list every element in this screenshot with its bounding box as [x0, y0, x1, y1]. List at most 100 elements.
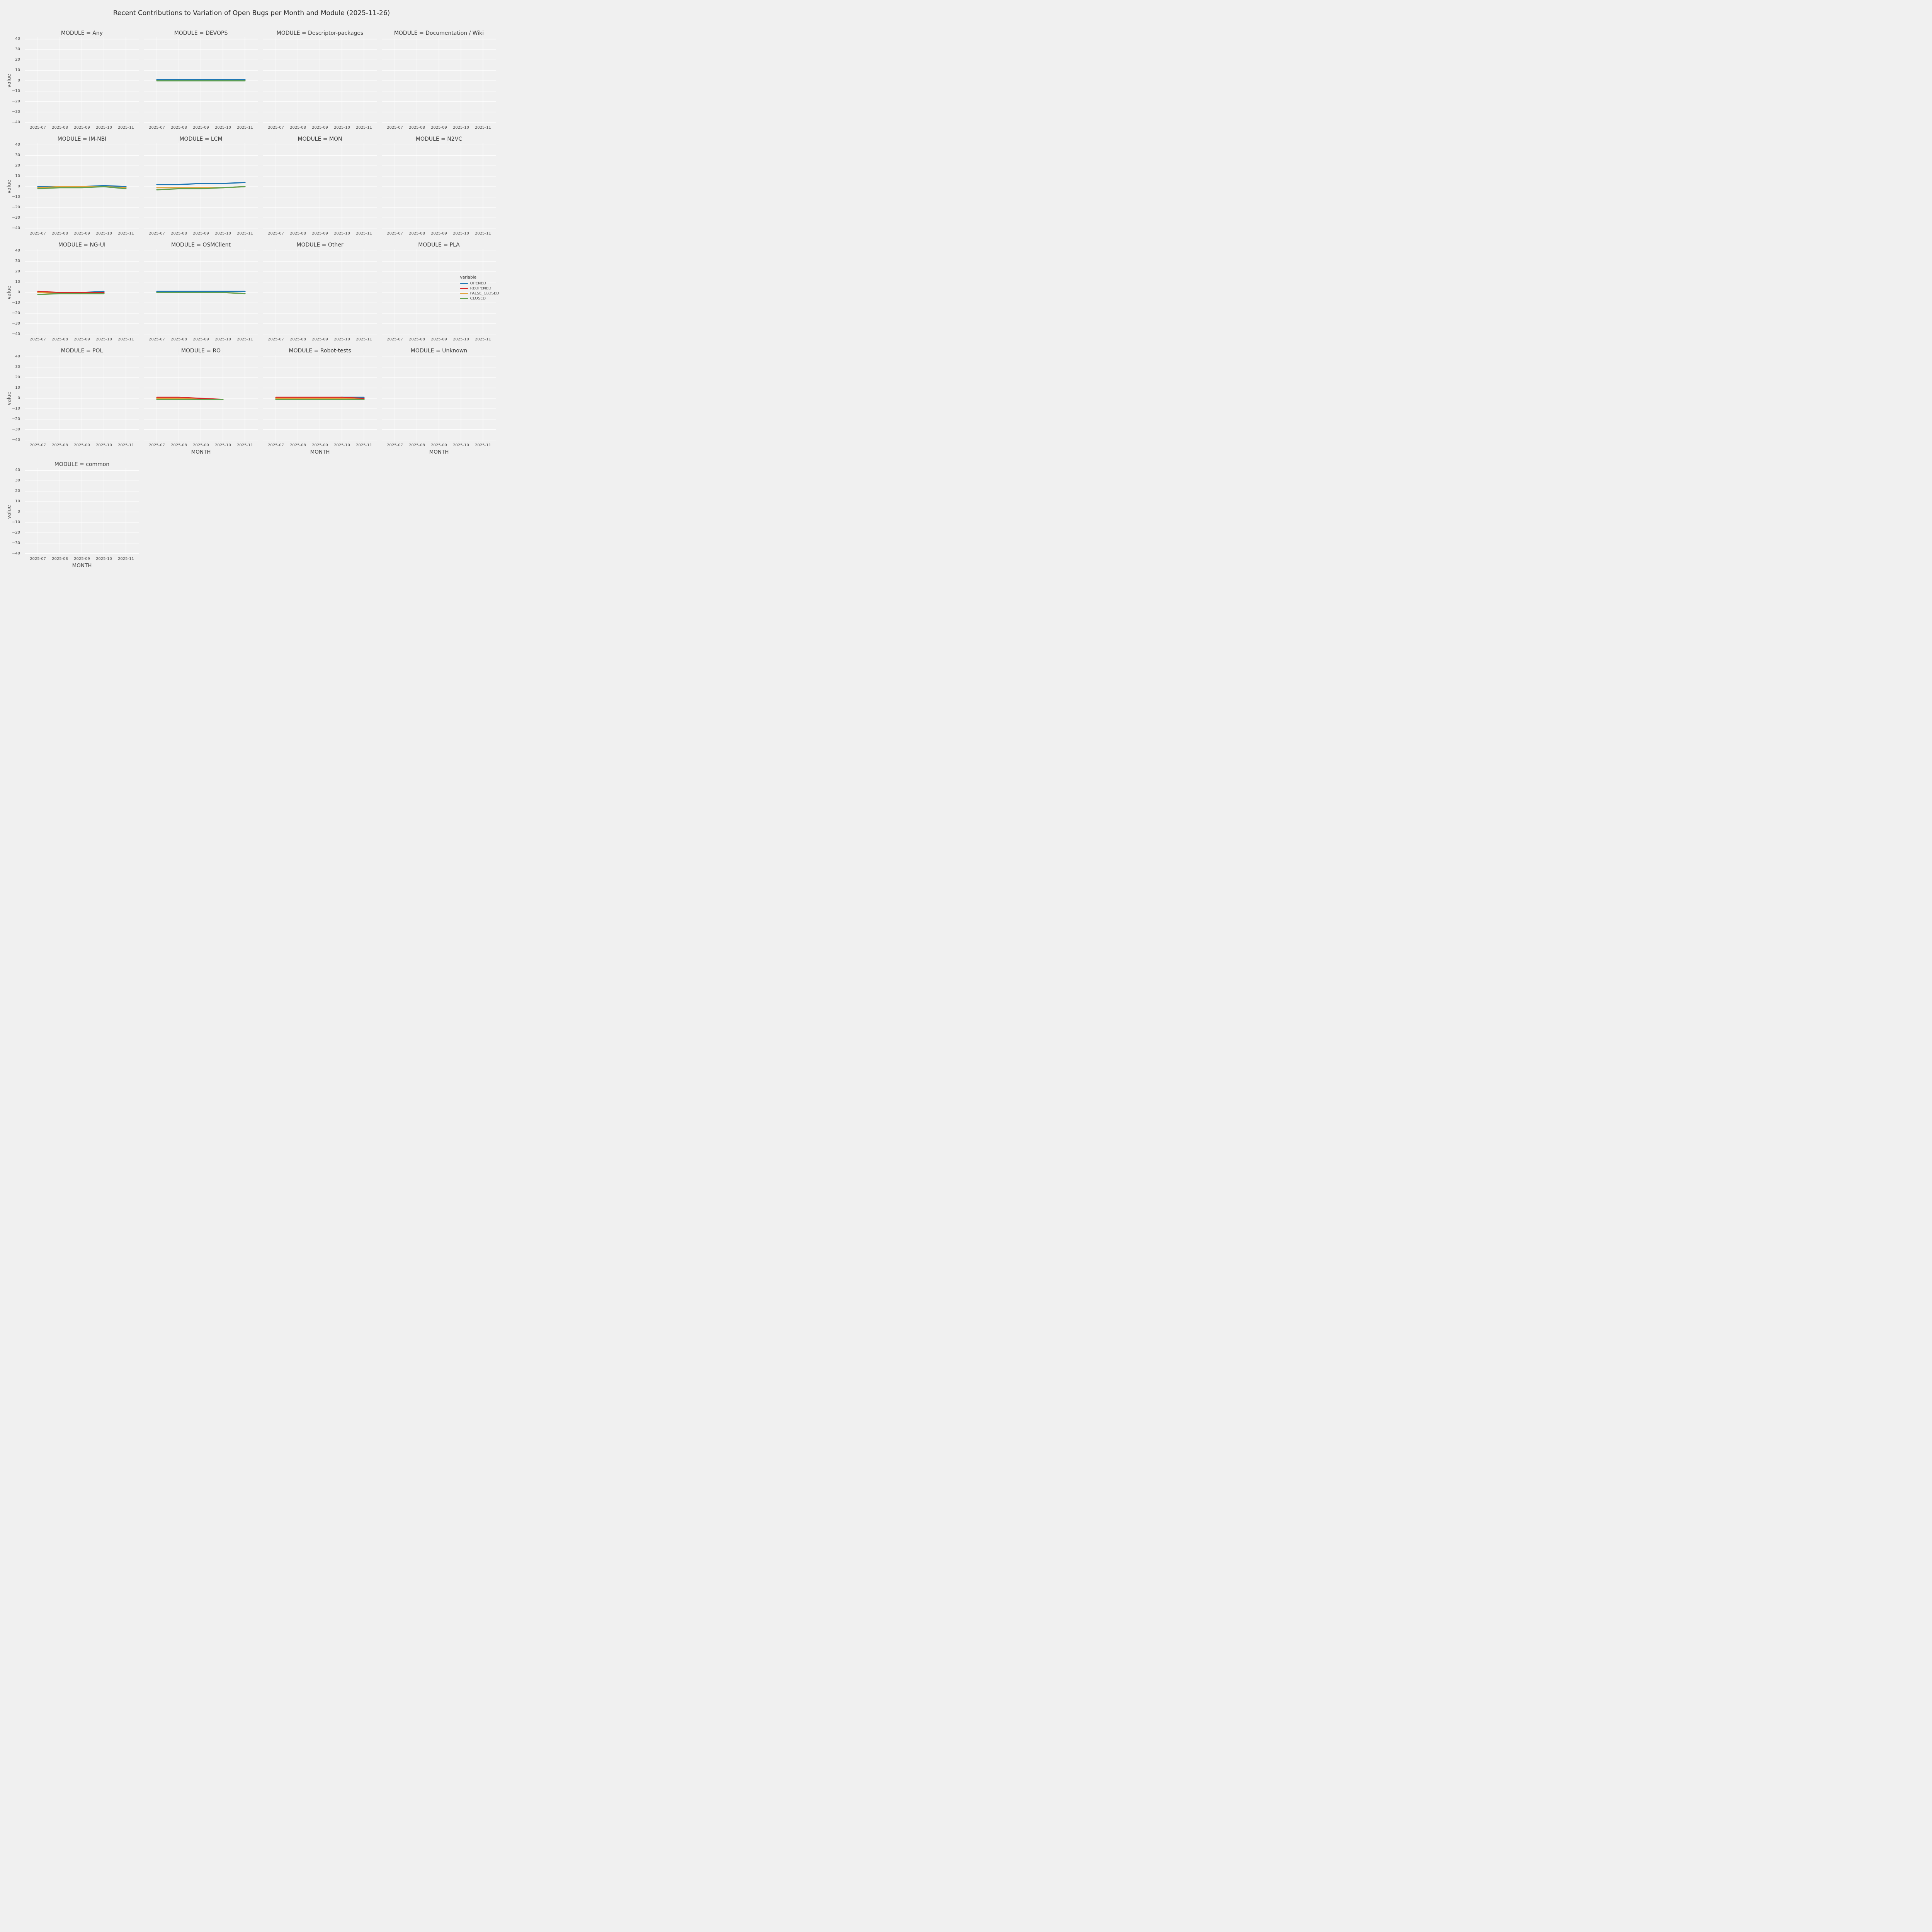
- legend-label: FALSE_CLOSED: [470, 291, 499, 296]
- y-tick: −10: [12, 300, 20, 305]
- x-tick: 2025-09: [74, 443, 90, 447]
- x-tick-labels: 2025-07 2025-08 2025-09 2025-10 2025-11: [382, 336, 496, 342]
- x-tick: 2025-08: [409, 337, 425, 342]
- x-tick: 2025-10: [215, 443, 231, 447]
- plot-area: value 40 30 20 10 0 −10 −20 −30 −40: [7, 37, 139, 124]
- x-tick: 2025-09: [312, 443, 328, 447]
- y-tick: −10: [12, 406, 20, 411]
- plot-canvas: [263, 37, 377, 124]
- x-tick: 2025-10: [96, 443, 112, 447]
- x-tick-labels: 2025-07 2025-08 2025-09 2025-10 2025-11: [382, 230, 496, 236]
- y-tick: −10: [12, 520, 20, 524]
- x-tick: 2025-09: [193, 337, 209, 342]
- legend-item-false-closed: FALSE_CLOSED: [460, 291, 499, 296]
- x-tick: 2025-08: [409, 231, 425, 236]
- x-tick-labels: 2025-07 2025-08 2025-09 2025-10 2025-11: [382, 442, 496, 448]
- facet-title: MODULE = Unknown: [410, 348, 468, 354]
- y-tick: −10: [12, 194, 20, 199]
- x-tick: 2025-10: [215, 231, 231, 236]
- x-tick-labels: 2025-07 2025-08 2025-09 2025-10 2025-11: [144, 124, 258, 131]
- plot-canvas: [144, 37, 258, 124]
- x-tick: 2025-11: [118, 557, 134, 561]
- x-tick: 2025-07: [30, 557, 46, 561]
- plot-area: value 40 30 20 10 0 −10 −20 −30 −40: [7, 248, 139, 336]
- y-tick: −20: [12, 99, 20, 104]
- facet-title: MODULE = Robot-tests: [289, 348, 351, 354]
- legend-label: OPENED: [470, 281, 486, 286]
- series-line-closed: [156, 292, 246, 294]
- facet-title: MODULE = Descriptor-packages: [276, 30, 364, 36]
- x-tick-labels: 2025-07 2025-08 2025-09 2025-10 2025-11: [25, 124, 139, 131]
- facet-title: MODULE = RO: [181, 348, 221, 354]
- plot-canvas: [263, 355, 377, 442]
- x-tick: 2025-11: [356, 126, 372, 130]
- plot-canvas: [25, 37, 139, 124]
- x-tick: 2025-10: [334, 231, 350, 236]
- x-tick: 2025-08: [409, 443, 425, 447]
- x-axis-label: MONTH: [72, 563, 92, 569]
- y-tick: 0: [17, 510, 20, 514]
- facet-pol: MODULE = POL value 40 30 20 10 0 −10 −20 −30 −40 20…: [7, 347, 139, 456]
- legend-item-opened: OPENED: [460, 281, 499, 286]
- y-tick: 30: [15, 153, 20, 158]
- plot-area: value 40 30 20 10 0 −10 −20 −30 −40: [7, 468, 139, 556]
- x-tick: 2025-11: [118, 337, 134, 342]
- x-tick: 2025-09: [193, 126, 209, 130]
- page-title: Recent Contributions to Variation of Ope…: [113, 9, 390, 17]
- plot-canvas: [25, 143, 139, 230]
- y-tick: −30: [12, 541, 20, 545]
- x-tick: 2025-08: [52, 231, 68, 236]
- y-tick-labels: 40 30 20 10 0 −10 −20 −30 −40: [7, 37, 22, 124]
- y-tick: 30: [15, 47, 20, 52]
- x-tick: 2025-10: [96, 337, 112, 342]
- x-tick-labels: 2025-07 2025-08 2025-09 2025-10 2025-11: [25, 442, 139, 448]
- x-tick: 2025-10: [453, 337, 469, 342]
- x-tick-labels: 2025-07 2025-08 2025-09 2025-10 2025-11: [144, 442, 258, 448]
- plot-area: [382, 249, 496, 336]
- x-tick: 2025-08: [409, 126, 425, 130]
- facet-title: MODULE = MON: [298, 136, 342, 142]
- x-tick: 2025-07: [268, 231, 284, 236]
- x-tick: 2025-11: [356, 337, 372, 342]
- plot-canvas: [144, 355, 258, 442]
- x-tick-labels: 2025-07 2025-08 2025-09 2025-10 2025-11: [25, 336, 139, 342]
- x-tick: 2025-10: [453, 126, 469, 130]
- y-tick: 40: [15, 468, 20, 473]
- y-tick-labels: 40 30 20 10 0 −10 −20 −30 −40: [7, 143, 22, 230]
- facet-title: MODULE = IM-NBI: [57, 136, 107, 142]
- x-tick: 2025-07: [268, 126, 284, 130]
- facet-other: MODULE = Other 2025-07 2025-08 2025-09 2025-…: [263, 241, 377, 342]
- x-tick: 2025-09: [74, 337, 90, 342]
- x-tick: 2025-11: [118, 231, 134, 236]
- x-axis-label: MONTH: [191, 449, 211, 455]
- x-tick: 2025-07: [30, 443, 46, 447]
- y-tick: 40: [15, 248, 20, 253]
- plot-area: [144, 143, 258, 230]
- legend-item-reopened: REOPENED: [460, 286, 499, 291]
- x-tick: 2025-09: [431, 126, 447, 130]
- x-tick: 2025-10: [215, 126, 231, 130]
- x-tick-labels: 2025-07 2025-08 2025-09 2025-10 2025-11: [263, 336, 377, 342]
- facet-pla: MODULE = PLA 2025-07 2025-08 2025-09 2025-10…: [382, 241, 496, 342]
- plot-area: [382, 37, 496, 124]
- facet-lcm: MODULE = LCM 2025-07 2025-08 2025-09 2025-10…: [144, 135, 258, 236]
- false-closed-line-swatch: [460, 293, 468, 294]
- x-tick-labels: 2025-07 2025-08 2025-09 2025-10 2025-11: [263, 230, 377, 236]
- plot-canvas: [263, 143, 377, 230]
- x-tick: 2025-09: [193, 231, 209, 236]
- facet-mon: MODULE = MON 2025-07 2025-08 2025-09 2025-10…: [263, 135, 377, 236]
- y-tick-labels: 40 30 20 10 0 −10 −20 −30 −40: [7, 354, 22, 442]
- x-tick: 2025-11: [475, 231, 491, 236]
- x-tick: 2025-10: [453, 443, 469, 447]
- x-tick-labels: 2025-07 2025-08 2025-09 2025-10 2025-11: [263, 442, 377, 448]
- y-tick: −20: [12, 417, 20, 421]
- x-tick: 2025-08: [171, 337, 187, 342]
- x-tick: 2025-10: [96, 126, 112, 130]
- y-tick: −40: [12, 551, 20, 556]
- x-tick: 2025-09: [74, 231, 90, 236]
- x-tick: 2025-08: [52, 337, 68, 342]
- facet-common: MODULE = common value 40 30 20 10 0 −10 −20 −30 −4…: [7, 461, 139, 570]
- x-tick: 2025-11: [237, 231, 253, 236]
- plot-canvas: [25, 468, 139, 556]
- y-tick: −30: [12, 427, 20, 432]
